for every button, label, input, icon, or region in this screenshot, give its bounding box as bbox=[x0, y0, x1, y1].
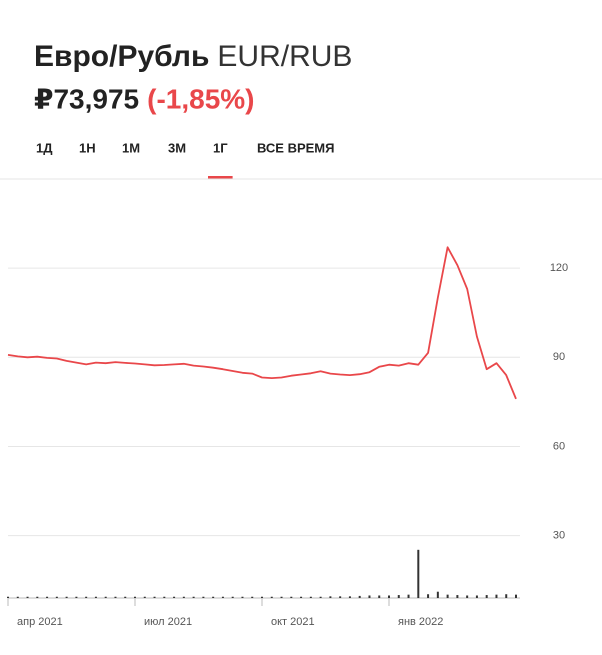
volume-bar bbox=[251, 596, 254, 598]
volume-bar bbox=[456, 595, 459, 598]
volume-bar bbox=[339, 596, 342, 598]
active-tab-underline bbox=[208, 176, 233, 179]
volume-bar bbox=[7, 596, 9, 598]
price-change: (-1,85%) bbox=[147, 83, 254, 114]
volume-bar bbox=[309, 596, 312, 598]
period-tab[interactable]: ВСЕ ВРЕМЯ bbox=[257, 140, 334, 155]
volume-bar bbox=[290, 596, 293, 598]
chart: 30 60 90 120 апр 2021 июл 2021 окт 2021 янв 202… bbox=[7, 246, 568, 628]
volume-bar bbox=[378, 595, 381, 598]
y-tick-label: 90 bbox=[553, 351, 565, 363]
volume-bar bbox=[114, 596, 117, 598]
pair-name: Евро/Рубль bbox=[34, 40, 209, 73]
volume-bar bbox=[182, 596, 185, 598]
x-tick-label: апр 2021 bbox=[17, 616, 63, 628]
price-line bbox=[7, 246, 517, 400]
period-tab[interactable]: 1Н bbox=[79, 140, 96, 155]
price: ₽73,975 bbox=[34, 83, 139, 114]
volume-bar bbox=[348, 596, 351, 598]
volume-bar bbox=[36, 596, 39, 598]
volume-bar bbox=[241, 596, 244, 598]
volume-bar bbox=[388, 595, 390, 598]
volume-bar bbox=[212, 596, 215, 598]
volume-bar bbox=[134, 596, 136, 598]
volume-bar bbox=[261, 596, 263, 598]
volume-bar bbox=[16, 596, 19, 598]
x-tick-label: янв 2022 bbox=[398, 616, 443, 628]
volume-bar bbox=[436, 591, 439, 598]
volume-bar bbox=[300, 596, 303, 598]
volume-bar bbox=[124, 596, 127, 598]
volume-bar bbox=[163, 596, 166, 598]
volume-bar bbox=[46, 596, 49, 598]
volume-bar bbox=[407, 594, 410, 598]
volume-bar bbox=[475, 595, 478, 598]
volume-bar bbox=[231, 596, 234, 598]
volume-bar bbox=[397, 595, 400, 598]
volume-bar bbox=[466, 595, 469, 598]
volume-bar bbox=[329, 596, 332, 598]
volume-bar bbox=[94, 596, 97, 598]
volume-bar bbox=[280, 596, 283, 598]
volume-bar bbox=[173, 596, 176, 598]
volume-bar bbox=[515, 594, 517, 598]
volume-bar bbox=[485, 595, 488, 598]
volume-bar bbox=[65, 596, 68, 598]
volume-bar bbox=[153, 596, 156, 598]
period-tabs: 1Д 1Н 1М 3М 1Г ВСЕ ВРЕМЯ bbox=[36, 140, 334, 179]
period-tab[interactable]: 1Д bbox=[36, 140, 53, 155]
volume-bar bbox=[358, 595, 361, 598]
volume-bar bbox=[75, 596, 78, 598]
period-tab[interactable]: 1Г bbox=[213, 140, 228, 155]
volume-bar bbox=[270, 596, 273, 598]
volume-bar bbox=[505, 594, 508, 598]
x-tick-label: июл 2021 bbox=[144, 616, 192, 628]
volume-bar bbox=[495, 594, 498, 598]
volume-bar bbox=[417, 549, 420, 598]
volume-bar bbox=[319, 596, 322, 598]
volume-bar bbox=[202, 596, 205, 598]
y-tick-label: 30 bbox=[553, 530, 565, 542]
period-tab[interactable]: 3М bbox=[168, 140, 186, 155]
y-tick-label: 60 bbox=[553, 440, 565, 452]
volume-bar bbox=[427, 594, 430, 598]
ticker: EUR/RUB bbox=[217, 40, 352, 73]
volume-bar bbox=[143, 596, 146, 598]
volume-bar bbox=[104, 596, 107, 598]
y-tick-label: 120 bbox=[550, 262, 568, 274]
volume-bar bbox=[446, 594, 449, 598]
volume-bar bbox=[192, 596, 195, 598]
volume-bar bbox=[368, 595, 371, 598]
x-tick-label: окт 2021 bbox=[271, 616, 315, 628]
period-tab[interactable]: 1М bbox=[122, 140, 140, 155]
volume-bar bbox=[221, 596, 224, 598]
volume-bar bbox=[55, 596, 58, 598]
volume-bar bbox=[26, 596, 29, 598]
volume-bar bbox=[85, 596, 88, 598]
